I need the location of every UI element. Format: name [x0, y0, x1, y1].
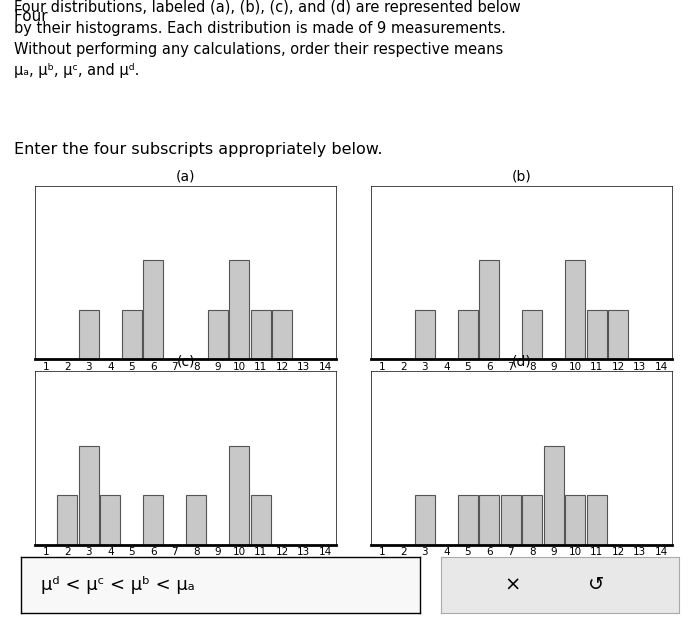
Bar	[479, 260, 500, 359]
Text: μᵈ < μᶜ < μᵇ < μₐ: μᵈ < μᶜ < μᵇ < μₐ	[41, 576, 195, 594]
Bar	[565, 260, 585, 359]
Text: Four: Four	[14, 9, 52, 24]
Title: (b): (b)	[512, 169, 531, 183]
Text: Four distributions, labeled (a), (b), (c), and (d) are represented below
by thei: Four distributions, labeled (a), (b), (c…	[14, 0, 521, 78]
Bar	[458, 310, 478, 359]
Bar	[479, 495, 500, 545]
Bar	[458, 495, 478, 545]
Text: ↺: ↺	[587, 576, 604, 594]
Bar	[229, 260, 249, 359]
Bar	[587, 310, 607, 359]
Bar	[500, 495, 521, 545]
Title: (a): (a)	[176, 169, 195, 183]
Bar	[272, 310, 293, 359]
Bar	[608, 310, 629, 359]
Bar	[57, 495, 78, 545]
Text: Enter the four subscripts appropriately below.: Enter the four subscripts appropriately …	[14, 142, 382, 157]
Bar	[414, 310, 435, 359]
Bar	[78, 310, 99, 359]
Bar	[229, 446, 249, 545]
Text: ×: ×	[504, 576, 521, 594]
Bar	[143, 260, 164, 359]
Bar	[78, 446, 99, 545]
Bar	[122, 310, 142, 359]
Bar	[543, 446, 564, 545]
Bar	[414, 495, 435, 545]
Bar	[251, 310, 271, 359]
Bar	[522, 310, 543, 359]
Bar	[207, 310, 228, 359]
Bar	[143, 495, 164, 545]
Bar	[565, 495, 585, 545]
Bar	[522, 495, 543, 545]
Bar	[100, 495, 120, 545]
Title: (c): (c)	[176, 355, 195, 369]
Bar	[251, 495, 271, 545]
Bar	[186, 495, 206, 545]
Bar	[587, 495, 607, 545]
Title: (d): (d)	[512, 355, 531, 369]
